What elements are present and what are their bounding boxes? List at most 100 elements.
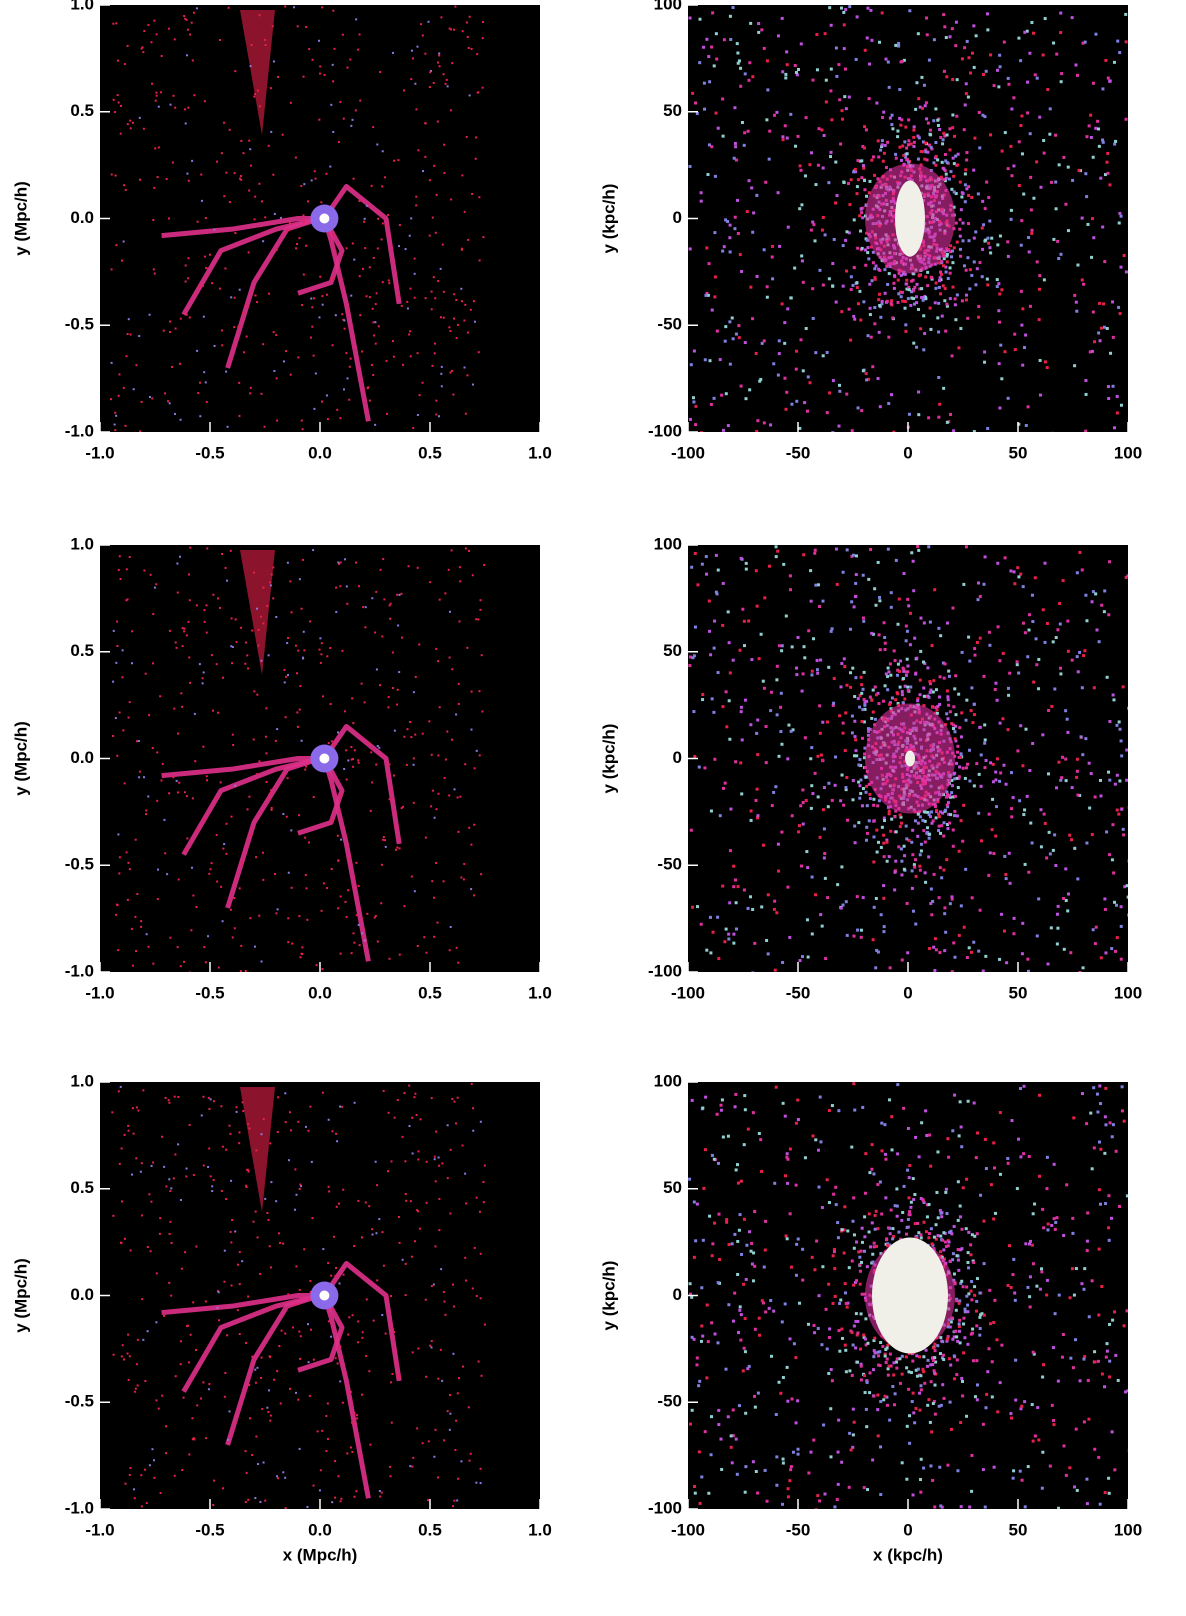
- particle: [401, 1258, 404, 1261]
- particle: [939, 634, 943, 638]
- particle: [770, 255, 774, 259]
- particle: [958, 234, 962, 238]
- particle: [390, 1421, 393, 1424]
- particle: [751, 75, 755, 79]
- particle: [351, 697, 354, 700]
- y-axis-label: y (kpc/h): [599, 724, 618, 794]
- particle: [925, 33, 929, 37]
- particle: [927, 855, 931, 859]
- particle: [159, 91, 162, 94]
- particle: [137, 1109, 140, 1112]
- particle: [933, 1383, 937, 1387]
- particle: [1024, 423, 1028, 427]
- particle: [264, 216, 267, 219]
- particle: [144, 672, 147, 675]
- particle: [188, 656, 191, 659]
- particle: [431, 789, 434, 792]
- particle: [471, 192, 474, 195]
- particle: [1009, 1416, 1013, 1420]
- particle: [446, 1410, 449, 1413]
- particle: [424, 52, 427, 55]
- particle: [803, 1156, 807, 1160]
- particle: [737, 336, 741, 340]
- particle: [743, 644, 747, 648]
- particle: [352, 932, 355, 935]
- particle: [440, 385, 443, 388]
- particle: [883, 1123, 887, 1127]
- particle: [1017, 1137, 1021, 1141]
- particle: [1006, 76, 1010, 80]
- particle: [787, 723, 791, 727]
- particle: [245, 303, 248, 306]
- particle: [443, 776, 446, 779]
- particle: [983, 239, 987, 243]
- particle: [308, 48, 311, 51]
- particle: [964, 92, 968, 96]
- particle: [928, 815, 932, 819]
- particle: [453, 28, 456, 31]
- particle: [441, 1379, 444, 1382]
- particle: [1081, 1092, 1085, 1096]
- particle: [858, 784, 862, 788]
- particle: [1037, 1438, 1041, 1442]
- particle: [1038, 358, 1042, 362]
- particle: [168, 1178, 171, 1181]
- particle: [870, 38, 874, 42]
- particle: [748, 388, 752, 392]
- particle: [430, 308, 433, 311]
- particle: [325, 293, 328, 296]
- particle: [299, 1183, 302, 1186]
- particle: [840, 1327, 844, 1331]
- particle: [844, 900, 848, 904]
- particle: [895, 1187, 899, 1191]
- particle: [895, 673, 899, 677]
- particle: [882, 110, 886, 114]
- particle: [916, 1367, 920, 1371]
- particle: [958, 227, 962, 231]
- particle: [152, 219, 155, 222]
- particle: [830, 118, 834, 122]
- y-tick-label: -1.0: [65, 961, 94, 980]
- particle: [351, 1450, 354, 1453]
- particle: [852, 1324, 856, 1328]
- particle: [764, 725, 768, 729]
- particle: [861, 573, 865, 577]
- particle: [359, 314, 362, 317]
- particle: [248, 1127, 251, 1130]
- particle: [737, 1404, 741, 1408]
- particle: [374, 631, 377, 634]
- particle: [368, 399, 371, 402]
- particle: [1037, 687, 1041, 691]
- particle: [995, 757, 999, 761]
- particle: [127, 861, 130, 864]
- particle: [393, 159, 396, 162]
- particle: [1014, 1358, 1018, 1362]
- particle: [237, 1263, 240, 1266]
- particle: [160, 779, 163, 782]
- particle: [766, 893, 770, 897]
- particle: [865, 194, 869, 198]
- particle: [114, 411, 117, 414]
- particle: [150, 41, 153, 44]
- particle: [269, 584, 272, 587]
- particle: [179, 965, 182, 968]
- particle: [183, 791, 186, 794]
- particle: [184, 849, 187, 852]
- particle: [829, 155, 833, 159]
- particle: [117, 394, 120, 397]
- particle: [781, 1502, 785, 1506]
- particle: [853, 735, 857, 739]
- particle: [843, 95, 847, 99]
- particle: [235, 1106, 238, 1109]
- particle: [714, 111, 718, 115]
- particle: [240, 944, 243, 947]
- particle: [454, 1122, 457, 1125]
- particle: [173, 412, 176, 415]
- particle: [364, 626, 367, 629]
- particle: [909, 1200, 913, 1204]
- particle: [396, 1373, 399, 1376]
- particle: [962, 128, 966, 132]
- particle: [152, 268, 155, 271]
- particle: [470, 843, 473, 846]
- particle: [466, 331, 469, 334]
